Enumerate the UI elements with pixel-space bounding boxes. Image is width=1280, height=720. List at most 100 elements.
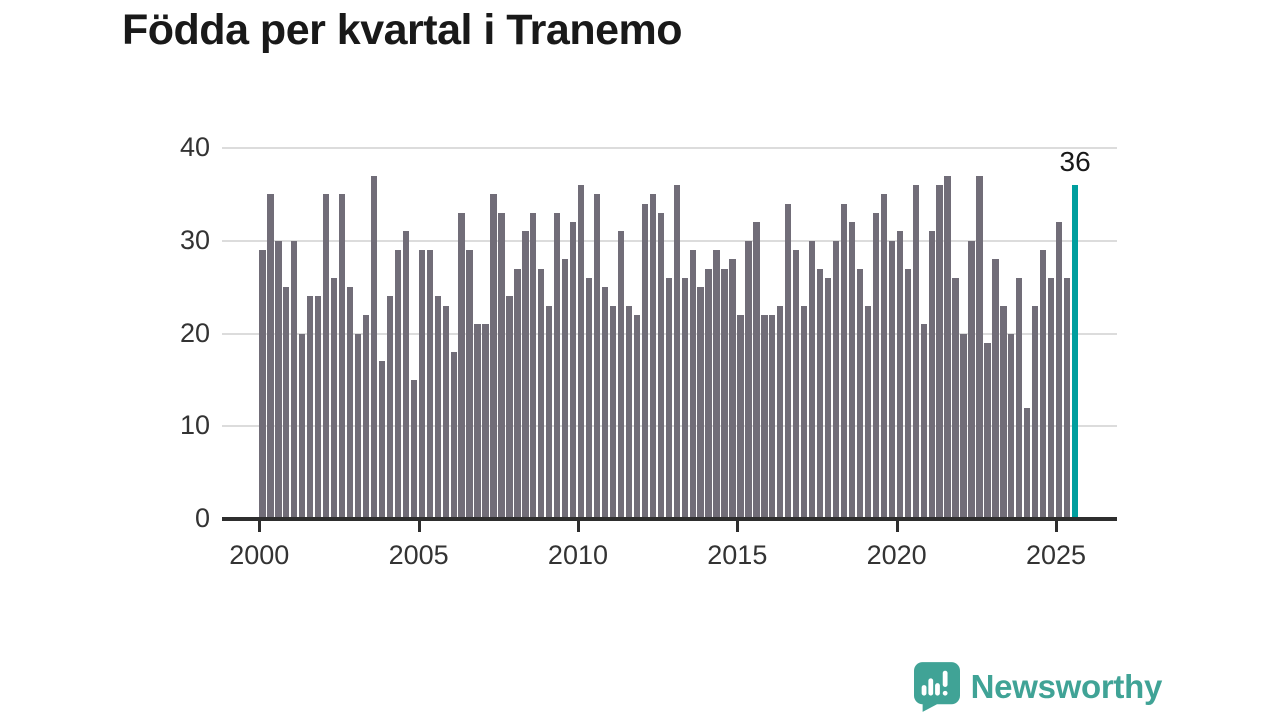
x-axis-label-2015: 2015 [707, 540, 768, 570]
bar-2016-q3 [785, 203, 792, 519]
bar-2001-q2 [299, 333, 306, 519]
bar-2004-q4 [410, 379, 417, 519]
bar-2022-q2 [968, 240, 975, 519]
bar-2003-q4 [378, 361, 386, 519]
bar-2014-q4 [729, 259, 736, 519]
bar-2018-q4 [856, 268, 864, 519]
bar-2002-q4 [346, 287, 354, 519]
bar-2013-q2 [681, 277, 688, 519]
y-axis-label-0: 0 [194, 503, 210, 533]
bar-2022-q1 [960, 333, 967, 519]
bar-2009-q2 [554, 212, 561, 519]
bar-2023-q2 [1000, 305, 1007, 519]
bar-2014-q2 [713, 250, 720, 519]
bar-2023-q1 [992, 259, 999, 519]
bar-2015-q2 [745, 240, 752, 519]
highlight-bar-2025-q3 [1071, 185, 1079, 519]
bar-2001-q3 [307, 296, 314, 519]
newsworthy-bubble-barchart-icon [913, 662, 960, 712]
gridline-y40 [222, 147, 1117, 149]
bar-2013-q4 [697, 287, 704, 519]
bar-2019-q1 [864, 305, 872, 519]
bar-2007-q4 [506, 296, 513, 519]
bar-2000-q4 [283, 287, 290, 519]
bar-2010-q2 [585, 277, 593, 519]
bar-2017-q1 [801, 305, 808, 519]
bar-2019-q3 [880, 194, 888, 519]
y-axis-label-30: 30 [179, 224, 210, 255]
bar-2017-q2 [809, 240, 816, 519]
bar-2024-q4 [1048, 277, 1055, 519]
newsworthy-logo: Newsworthy [913, 662, 1163, 712]
y-axis-label-20: 20 [179, 317, 210, 348]
gridline-y30 [222, 239, 1117, 242]
y-axis-label-40: 40 [179, 132, 210, 162]
bar-2003-q2 [362, 314, 370, 519]
bar-2014-q1 [705, 268, 712, 519]
bar-2008-q4 [538, 268, 545, 519]
bar-2012-q4 [665, 277, 672, 519]
bar-2005-q1 [418, 250, 425, 519]
bar-2001-q4 [315, 296, 322, 519]
bar-2009-q1 [546, 305, 553, 519]
bar-2006-q3 [466, 250, 473, 519]
x-axis-label-2005: 2005 [388, 540, 449, 570]
bar-2015-q1 [737, 314, 744, 519]
bar-2002-q1 [323, 194, 330, 519]
bar-2012-q2 [649, 194, 656, 519]
bar-2008-q1 [514, 268, 521, 519]
bar-2011-q4 [633, 314, 641, 519]
x-axis-tick-2025 [1055, 521, 1058, 532]
x-axis-label-2020: 2020 [866, 540, 927, 570]
y-axis-label-10: 10 [179, 410, 210, 441]
bar-2024-q3 [1040, 250, 1047, 519]
bar-2013-q3 [689, 250, 696, 519]
bar-2020-q2 [904, 268, 911, 519]
bar-2024-q2 [1032, 305, 1039, 519]
bar-2016-q4 [793, 250, 800, 519]
bar-2017-q4 [824, 277, 832, 519]
x-axis-label-2010: 2010 [547, 540, 608, 570]
bar-2023-q4 [1016, 277, 1023, 519]
bar-2019-q2 [872, 212, 880, 519]
bar-2020-q3 [912, 185, 919, 519]
x-axis-tick-2005 [417, 521, 421, 532]
bar-2024-q1 [1024, 407, 1031, 519]
bar-2008-q2 [522, 231, 529, 519]
bar-2015-q3 [753, 222, 760, 519]
bar-2012-q1 [641, 203, 648, 519]
bar-2011-q2 [617, 231, 625, 519]
bar-2025-q1 [1056, 222, 1063, 519]
bar-2002-q2 [331, 277, 338, 519]
bar-2019-q4 [888, 240, 895, 519]
bar-2011-q1 [609, 305, 617, 519]
bar-2023-q3 [1008, 333, 1015, 519]
x-axis-tick-2010 [576, 521, 580, 532]
bar-2010-q4 [601, 287, 609, 519]
bar-2007-q2 [490, 194, 497, 519]
bar-2022-q3 [976, 175, 983, 519]
bar-2020-q1 [896, 231, 903, 519]
bar-2021-q1 [928, 231, 935, 519]
bar-2020-q4 [920, 324, 927, 519]
bar-2000-q1 [259, 250, 266, 519]
bar-2000-q3 [275, 240, 282, 519]
newsworthy-logo-text: Newsworthy [970, 668, 1163, 705]
x-axis-tick-2015 [736, 521, 740, 532]
bar-2014-q3 [721, 268, 728, 519]
bar-2004-q1 [386, 296, 394, 519]
bar-2004-q2 [394, 250, 402, 519]
bar-2010-q3 [593, 194, 601, 519]
bar-2022-q4 [984, 342, 991, 519]
bar-2010-q1 [577, 185, 585, 519]
bar-2021-q4 [952, 277, 959, 519]
bar-2005-q2 [426, 250, 433, 519]
chart-title: Födda per kvartal i Tranemo [122, 6, 683, 54]
highlight-value-label: 36 [1059, 146, 1091, 178]
bar-2011-q3 [625, 305, 633, 519]
bar-2003-q3 [370, 175, 378, 519]
bar-2009-q3 [562, 259, 569, 519]
bar-2000-q2 [267, 194, 274, 519]
bar-2006-q1 [450, 352, 457, 519]
